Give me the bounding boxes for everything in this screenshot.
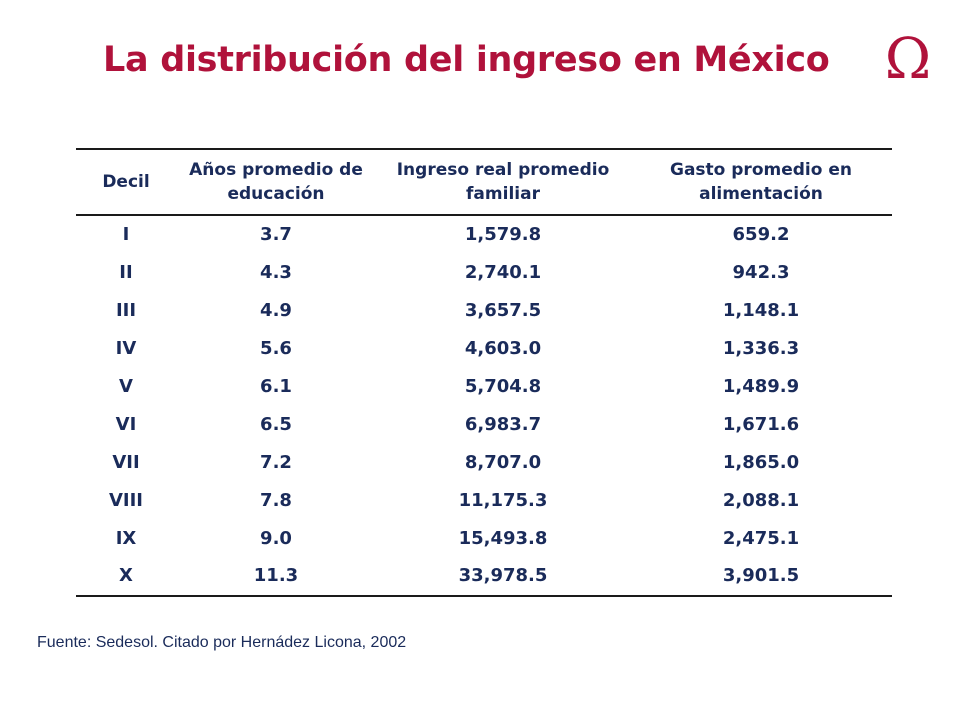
- income-cell: 1,579.8: [464, 224, 542, 246]
- food-spending-cell: 2,475.1: [722, 527, 800, 549]
- table-row: IV 5.6 4,603.0 1,336.3: [76, 330, 892, 368]
- education-cell: 6.5: [260, 413, 292, 435]
- food-spending-cell: 942.3: [732, 262, 790, 284]
- decil-cell: IX: [115, 527, 137, 549]
- income-table: Decil Años promedio de educación Ingreso…: [76, 148, 892, 597]
- income-cell: 15,493.8: [458, 527, 548, 549]
- decil-cell: V: [119, 376, 133, 397]
- table-body: I 3.7 1,579.8 659.2 II 4.3 2,740.1 942.3 III 4.9 3…: [76, 215, 892, 596]
- food-spending-cell: 659.2: [732, 224, 790, 246]
- table-row: I 3.7 1,579.8 659.2: [76, 215, 892, 254]
- education-cell: 5.6: [260, 338, 292, 360]
- food-spending-cell: 1,671.6: [722, 413, 800, 435]
- decil-cell: VIII: [108, 489, 144, 511]
- column-header-education: Años promedio de educación: [189, 160, 363, 204]
- decil-cell: X: [119, 565, 133, 587]
- income-cell: 3,657.5: [464, 300, 542, 322]
- column-header-food-spending: Gasto promedio en alimentación: [670, 160, 852, 204]
- income-table-container: Decil Años promedio de educación Ingreso…: [76, 148, 892, 597]
- food-spending-cell: 1,865.0: [722, 451, 800, 473]
- source-note: Fuente: Sedesol. Citado por Hernádez Lic…: [37, 634, 407, 651]
- education-cell: 6.1: [260, 376, 292, 397]
- table-row: IX 9.0 15,493.8 2,475.1: [76, 519, 892, 557]
- income-cell: 2,740.1: [464, 262, 542, 284]
- table-row: III 4.9 3,657.5 1,148.1: [76, 292, 892, 330]
- income-cell: 8,707.0: [464, 451, 542, 473]
- income-cell: 4,603.0: [464, 338, 542, 360]
- education-cell: 7.2: [260, 451, 292, 473]
- decil-cell: VII: [112, 451, 140, 473]
- education-cell: 3.7: [260, 224, 292, 246]
- column-header-decil: Decil: [102, 172, 150, 192]
- income-cell: 11,175.3: [458, 489, 548, 511]
- table-row: V 6.1 5,704.8 1,489.9: [76, 368, 892, 406]
- table-header: Decil Años promedio de educación Ingreso…: [76, 149, 892, 215]
- education-cell: 11.3: [253, 565, 299, 587]
- food-spending-cell: 3,901.5: [722, 565, 800, 587]
- decil-cell: VI: [115, 413, 137, 435]
- header-row: Decil Años promedio de educación Ingreso…: [76, 149, 892, 215]
- table-row: X 11.3 33,978.5 3,901.5: [76, 557, 892, 596]
- income-cell: 6,983.7: [464, 413, 542, 435]
- omega-logo-icon: Ω: [884, 27, 932, 92]
- food-spending-cell: 1,489.9: [722, 376, 800, 397]
- food-spending-cell: 1,336.3: [722, 338, 800, 360]
- page-title: La distribución del ingreso en México: [103, 40, 830, 80]
- column-header-income: Ingreso real promedio familiar: [396, 160, 610, 204]
- food-spending-cell: 1,148.1: [722, 300, 800, 322]
- education-cell: 7.8: [260, 489, 292, 511]
- income-cell: 33,978.5: [458, 565, 548, 587]
- table-row: VI 6.5 6,983.7 1,671.6: [76, 405, 892, 443]
- income-cell: 5,704.8: [464, 376, 542, 397]
- decil-cell: III: [115, 300, 137, 322]
- food-spending-cell: 2,088.1: [722, 489, 800, 511]
- education-cell: 9.0: [260, 527, 292, 549]
- table-row: VII 7.2 8,707.0 1,865.0: [76, 443, 892, 481]
- decil-cell: I: [122, 224, 130, 246]
- decil-cell: IV: [115, 338, 137, 360]
- table-row: VIII 7.8 11,175.3 2,088.1: [76, 481, 892, 519]
- table-row: II 4.3 2,740.1 942.3: [76, 254, 892, 292]
- decil-cell: II: [119, 262, 133, 284]
- education-cell: 4.9: [260, 300, 292, 322]
- education-cell: 4.3: [260, 262, 292, 284]
